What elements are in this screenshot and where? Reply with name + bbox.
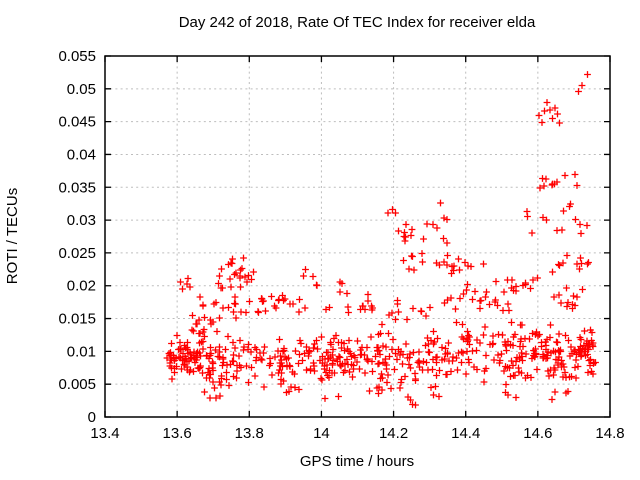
y-axis-label: ROTI / TECUs [4, 188, 21, 284]
x-tick-label: 14 [313, 425, 330, 442]
y-tick-label: 0.045 [58, 114, 96, 131]
y-tick-label: 0 [88, 409, 96, 426]
y-tick-label: 0.04 [67, 146, 96, 163]
x-tick-label: 13.8 [235, 425, 264, 442]
y-tick-label: 0.005 [58, 376, 96, 393]
y-tick-label: 0.02 [67, 278, 96, 295]
data-points-roti [163, 71, 599, 409]
x-tick-label: 14.8 [595, 425, 624, 442]
x-axis-label: GPS time / hours [300, 453, 414, 470]
y-tick-label: 0.015 [58, 311, 96, 328]
plot-area: 13.4 13.6 13.8 14 14.2 14.4 14.6 14.8 0 0.005 0.01… [58, 48, 624, 442]
y-tick-label: 0.01 [67, 343, 96, 360]
x-tick-label: 14.4 [451, 425, 480, 442]
y-tick-label: 0.025 [58, 245, 96, 262]
x-tick-label: 13.6 [163, 425, 192, 442]
chart-title: Day 242 of 2018, Rate Of TEC Index for r… [179, 14, 536, 31]
x-tick-label: 14.2 [379, 425, 408, 442]
y-tick-label: 0.055 [58, 48, 96, 65]
y-tick-label: 0.03 [67, 212, 96, 229]
x-tick-label: 14.6 [523, 425, 552, 442]
y-tick-label: 0.035 [58, 179, 96, 196]
y-tick-label: 0.05 [67, 81, 96, 98]
plot-border [104, 55, 611, 418]
x-tick-label: 13.4 [90, 425, 119, 442]
